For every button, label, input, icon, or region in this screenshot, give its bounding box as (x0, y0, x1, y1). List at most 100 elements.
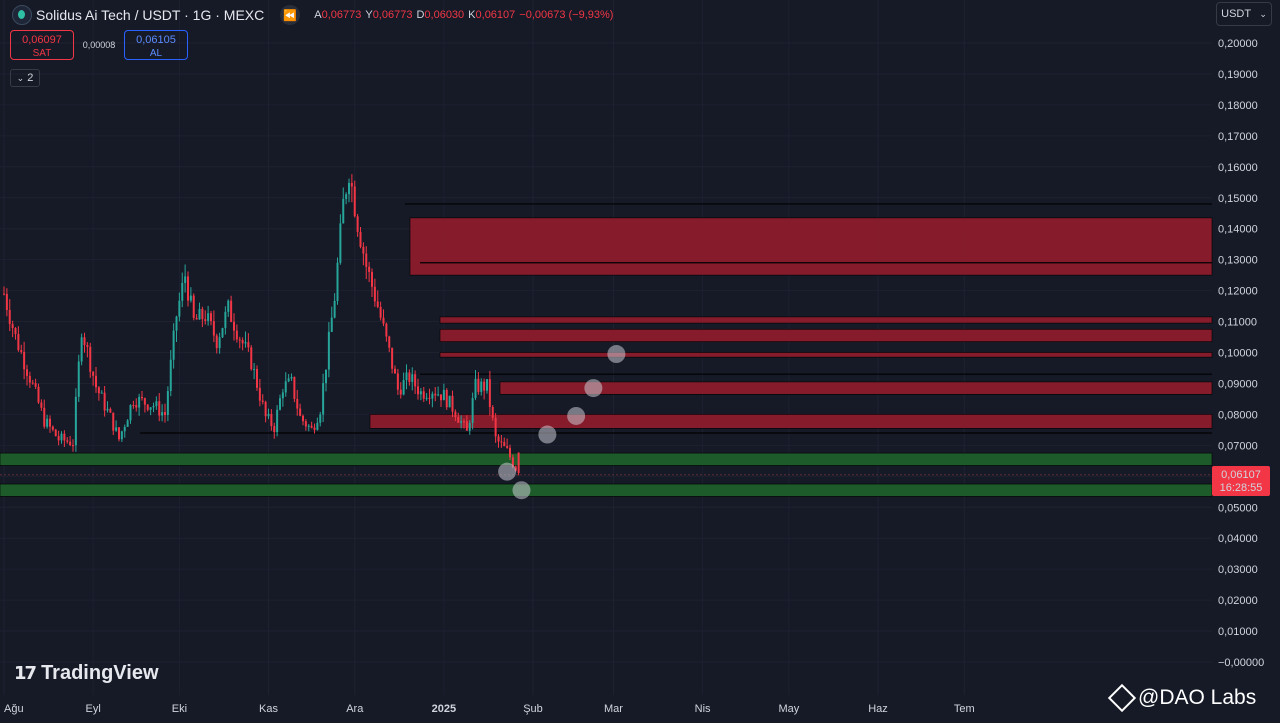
x-tick-label: Nis (695, 703, 711, 715)
candle-body (348, 182, 350, 195)
candle-body (132, 405, 135, 407)
candle-body (66, 440, 69, 442)
candle-body (368, 266, 371, 272)
candle-body (138, 396, 141, 408)
candle-body (284, 381, 287, 393)
candle-body (100, 392, 103, 394)
candle-body (388, 336, 391, 348)
candle-body (382, 317, 385, 324)
sell-button[interactable]: 0,06097 SAT (10, 30, 74, 60)
ohlc-close: 0,06107 (475, 9, 516, 21)
price-tag-bg (1212, 465, 1270, 496)
candle-body (350, 182, 353, 187)
candle-body (488, 379, 491, 407)
x-tick-label: Tem (954, 703, 975, 715)
candle-body (126, 420, 129, 427)
candle-body (261, 400, 264, 402)
chart-grid (0, 0, 1212, 695)
candle-body (169, 359, 172, 392)
ohlc-close-key: K (468, 9, 476, 21)
x-tick-label: Haz (868, 703, 888, 715)
y-tick-label: 0,20000 (1218, 38, 1258, 50)
candle-body (230, 300, 233, 322)
candle-body (497, 436, 500, 442)
candle-body (391, 347, 394, 369)
candle-body (233, 321, 235, 331)
projection-dot (512, 481, 531, 500)
candle-body (514, 466, 517, 471)
candle-body (465, 421, 468, 431)
coin-logo-icon (12, 5, 32, 25)
candle-body (463, 421, 465, 423)
candle-body (164, 412, 166, 416)
candle-body (373, 286, 376, 302)
candle-body (49, 418, 51, 427)
candle-body (327, 331, 330, 370)
watermark-text: @DAO Labs (1138, 686, 1257, 709)
candle-body (405, 372, 408, 381)
candle-body (86, 345, 89, 347)
candle-body (103, 392, 106, 411)
currency-select[interactable]: USDT ⌄ (1216, 2, 1272, 26)
y-tick-label: 0,09000 (1218, 378, 1258, 390)
y-tick-label: 0,16000 (1218, 162, 1258, 174)
candle-body (184, 276, 187, 283)
x-tick-label: Eyl (85, 703, 100, 715)
symbol-title[interactable]: Solidus Ai Tech / USDT · 1G · MEXC (36, 7, 265, 23)
projection-dots (498, 345, 626, 500)
candle-body (37, 386, 40, 403)
candle-body (247, 342, 250, 348)
candle-body (218, 337, 221, 349)
candle-body (224, 311, 227, 329)
candle-body (517, 452, 520, 473)
candle-body (316, 422, 319, 430)
candle-body (120, 431, 123, 440)
candle-body (440, 394, 442, 401)
buy-button[interactable]: 0,06105 AL (124, 30, 188, 60)
candle-body (408, 372, 411, 382)
y-tick-label: 0,15000 (1218, 193, 1258, 205)
candle-body (215, 335, 218, 349)
candle-body (5, 293, 8, 311)
x-tick-label: Eki (172, 703, 187, 715)
price-zones (0, 203, 1213, 497)
indicators-toggle[interactable]: ⌄ 2 (10, 69, 40, 87)
candle-body (57, 436, 60, 441)
candle-body (486, 379, 488, 391)
candle-body (250, 347, 253, 370)
projection-dot (538, 425, 557, 444)
candle-body (304, 421, 307, 427)
tradingview-logo[interactable]: 𝟭𝟳 TradingView (14, 662, 159, 685)
chevron-down-icon: ⌄ (1259, 8, 1267, 19)
ohlc-open-key: A (314, 9, 322, 21)
candle-body (353, 186, 356, 217)
y-tick-label: 0,02000 (1218, 595, 1258, 607)
candle-body (281, 392, 284, 399)
ohlc-change: −0,00673 (−9,93%) (519, 9, 614, 21)
brand-name: TradingView (41, 662, 159, 684)
candle-body (414, 374, 417, 387)
candle-body (97, 387, 100, 394)
ohlc-open: 0,06773 (321, 9, 362, 21)
candle-body (192, 295, 195, 318)
candle-body (451, 395, 454, 412)
candle-body (155, 401, 158, 407)
candle-body (238, 339, 241, 341)
projection-dot (567, 406, 586, 425)
buy-price: 0,06105 (136, 34, 176, 46)
candle-body (431, 393, 434, 399)
candle-body (399, 389, 402, 395)
y-tick-label: −0,00000 (1218, 657, 1264, 669)
candle-body (26, 369, 28, 376)
currency-value: USDT (1221, 8, 1252, 20)
candle-body (201, 308, 204, 320)
projection-dot (498, 462, 517, 481)
collapse-arrows-icon[interactable]: ⏪ (280, 5, 301, 25)
support-zone (0, 452, 1213, 466)
candle-body (494, 417, 497, 437)
candle-body (166, 391, 169, 416)
time-axis: Ağu Eyl Eki Kas Ara 2025 Şub Mar Nis May Haz Tem (4, 703, 975, 715)
candle-body (428, 397, 431, 399)
